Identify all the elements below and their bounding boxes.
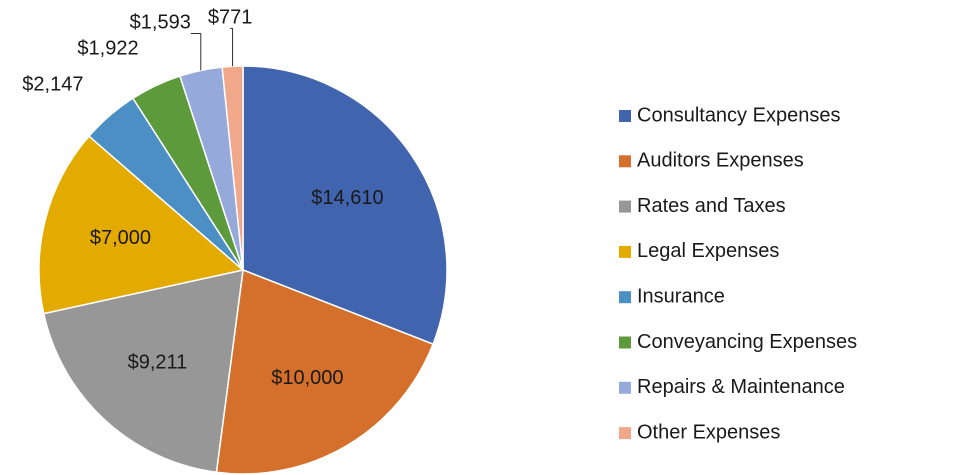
data-label: $1,593 [130,12,191,34]
legend-label: Repairs & Maintenance [637,376,845,398]
data-label: $771 [208,7,253,29]
legend-swatch [619,110,631,122]
legend-label: Rates and Taxes [637,195,786,217]
data-label: $2,147 [22,74,83,96]
data-label: $10,000 [271,367,343,389]
legend-label: Consultancy Expenses [637,104,840,126]
legend-label: Other Expenses [637,421,780,443]
data-label: $14,610 [311,187,383,209]
legend-label: Insurance [637,285,725,307]
leader-line [230,27,234,67]
legend-swatch [619,200,631,213]
pie-slice [215,268,435,475]
legend-swatch [619,245,631,258]
legend-label: Conveyancing Expenses [637,331,857,353]
pie-slice [38,135,245,315]
pie-slice [221,65,244,271]
data-label: $7,000 [90,227,151,249]
data-label: $9,211 [128,351,188,373]
legend-label: Auditors Expenses [637,150,804,172]
data-label: $1,922 [77,38,138,60]
legend-swatch [619,336,631,349]
legend-swatch [619,381,631,394]
pie-slice [242,65,448,346]
legend-swatch [619,427,631,440]
leader-line [190,32,202,71]
legend-label: Legal Expenses [637,240,779,262]
legend-swatch [619,291,631,304]
legend-swatch [619,155,631,168]
pie-slice [42,269,244,474]
